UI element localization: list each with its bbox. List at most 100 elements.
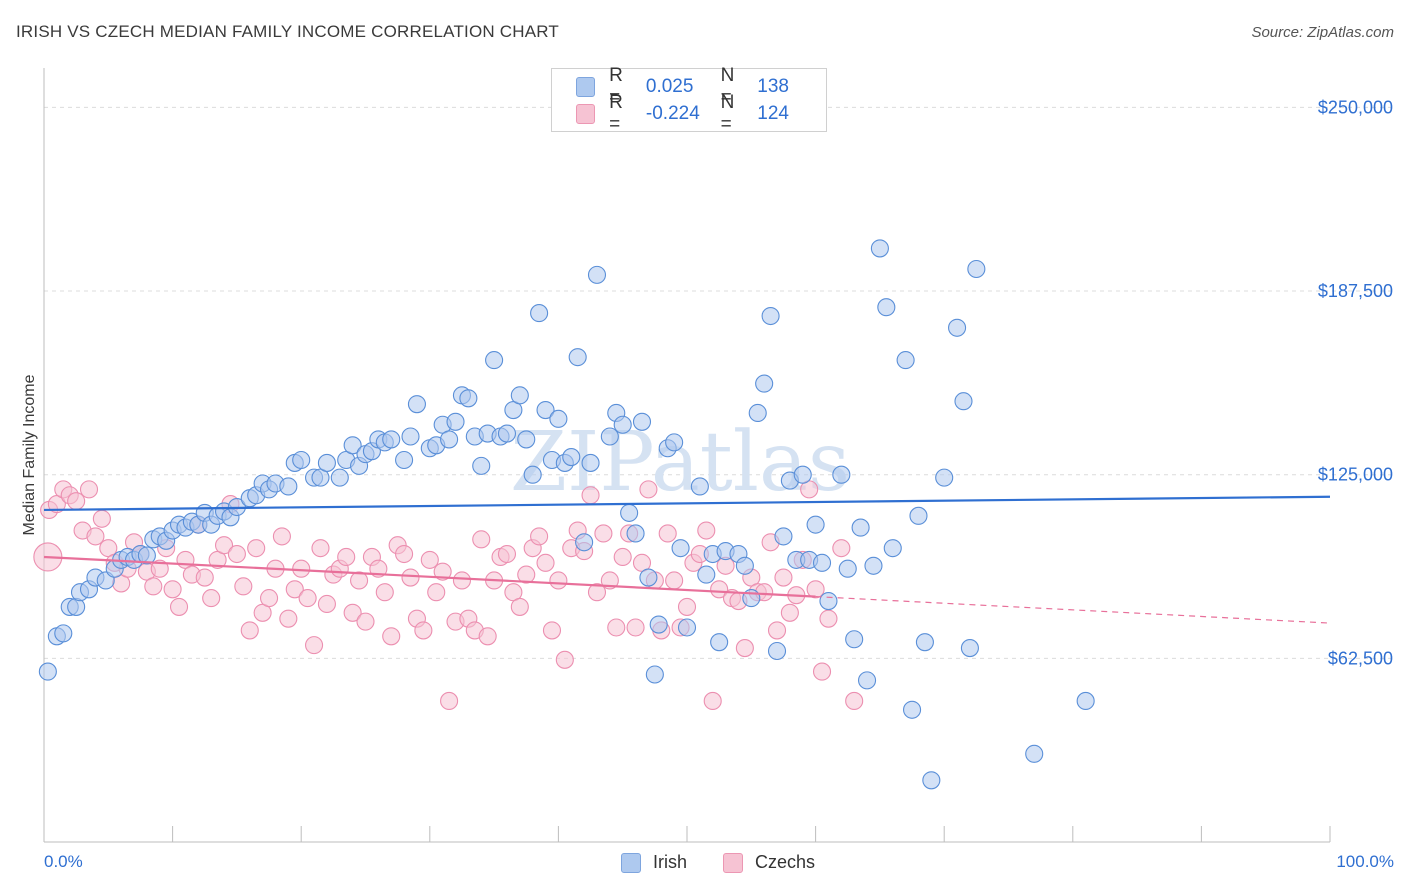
- irish-point: [581, 453, 600, 472]
- czechs-point: [234, 577, 253, 596]
- czechs-point: [298, 589, 317, 608]
- czechs-point: [305, 636, 324, 655]
- czechs-point: [395, 544, 414, 564]
- irish-point: [639, 568, 658, 587]
- czechs-point: [697, 521, 716, 540]
- irish-point: [877, 298, 896, 317]
- irish-point: [626, 524, 645, 543]
- czechs-point: [478, 627, 497, 646]
- czechs-point: [812, 662, 832, 681]
- n-value: 124: [757, 103, 789, 124]
- y-tick-label: $62,500: [1328, 648, 1393, 668]
- czechs-point: [163, 580, 182, 599]
- source-label: Source: ZipAtlas.com: [1251, 24, 1394, 41]
- czechs-point: [774, 568, 793, 587]
- x-tick-label-max: 100.0%: [1336, 852, 1394, 871]
- irish-legend-swatch: [621, 852, 641, 873]
- czechs-point: [144, 577, 163, 596]
- czechs-point: [613, 547, 632, 567]
- legend-row-irish: R = 0.025 N = 138: [576, 65, 826, 108]
- czechs-point: [259, 589, 279, 608]
- n-label: N =: [720, 92, 735, 135]
- irish-point: [896, 351, 915, 370]
- irish-point: [710, 633, 729, 652]
- czechs-point: [350, 571, 369, 590]
- czechs-point: [530, 527, 549, 546]
- irish-point: [857, 671, 877, 690]
- irish-point: [967, 259, 986, 279]
- czechs-point: [780, 603, 799, 622]
- irish-point: [761, 306, 780, 326]
- r-label: R =: [609, 65, 623, 108]
- czechs-point: [735, 639, 754, 658]
- czechs-point: [806, 580, 825, 599]
- czechs-point: [703, 691, 722, 711]
- irish-point: [774, 527, 793, 546]
- czechs-point: [317, 594, 336, 614]
- irish-point: [446, 412, 465, 431]
- irish-point: [697, 565, 716, 584]
- czechs-point: [607, 618, 626, 637]
- irish-point: [793, 465, 812, 484]
- czechs-point: [337, 547, 356, 567]
- czechs-point: [549, 571, 568, 590]
- irish-series: [38, 239, 1095, 790]
- czechs-point: [517, 565, 536, 584]
- czechs-point: [581, 486, 600, 505]
- n-value: 138: [757, 76, 789, 97]
- r-value: 0.025: [645, 76, 694, 97]
- czechs-point: [677, 597, 697, 616]
- irish-point: [915, 633, 934, 652]
- irish-point: [954, 392, 973, 411]
- czechs-point: [240, 621, 259, 640]
- czechs-point: [536, 553, 555, 572]
- irish-point: [1076, 691, 1095, 711]
- bottom-legend-czechs[interactable]: Czechs: [723, 852, 815, 873]
- irish-point: [665, 433, 684, 452]
- bottom-legend-irish[interactable]: Irish: [621, 852, 687, 873]
- irish-point: [317, 453, 336, 472]
- irish-point: [497, 424, 517, 443]
- irish-point: [54, 624, 73, 643]
- irish-point: [440, 430, 459, 449]
- czechs-point: [832, 539, 851, 558]
- irish-point: [343, 436, 362, 455]
- irish-point: [935, 468, 954, 487]
- czechs-point: [343, 603, 362, 622]
- czechs-point: [150, 559, 169, 578]
- czechs-point: [452, 571, 472, 590]
- y-tick-labels: $62,500 $125,000 $187,500 $250,000: [1318, 97, 1393, 668]
- irish-point: [459, 389, 478, 408]
- irish-point: [407, 395, 426, 414]
- irish-point: [851, 518, 870, 537]
- irish-point: [845, 630, 864, 649]
- irish-point: [600, 427, 619, 446]
- irish-point: [562, 448, 581, 467]
- irish-point: [549, 409, 568, 428]
- irish-point: [690, 477, 709, 496]
- czechs-point: [767, 621, 787, 640]
- legend-row-czechs: R = -0.224 N = 124: [576, 92, 826, 135]
- irish-point: [575, 533, 594, 552]
- x-tick-label-min: 0.0%: [44, 852, 83, 871]
- czechs-point: [427, 583, 446, 602]
- czechs-legend-swatch: [723, 852, 743, 873]
- irish-point: [523, 465, 542, 484]
- irish-point: [922, 771, 941, 790]
- irish-point: [819, 591, 838, 611]
- czechs-point: [92, 509, 111, 528]
- y-tick-label: $250,000: [1318, 97, 1393, 117]
- czechs-point: [626, 618, 645, 637]
- irish-point: [755, 374, 774, 393]
- irish-point: [620, 503, 639, 522]
- irish-point: [485, 351, 504, 370]
- czechs-point: [79, 480, 99, 499]
- trend-lines: [43, 495, 1331, 624]
- czechs-point: [375, 583, 394, 602]
- irish-point: [510, 386, 529, 405]
- irish-point: [382, 430, 401, 449]
- irish-legend-label: Irish: [653, 852, 688, 872]
- czechs-swatch: [576, 104, 596, 124]
- r-value: -0.224: [645, 103, 700, 124]
- czechs-point: [845, 691, 864, 711]
